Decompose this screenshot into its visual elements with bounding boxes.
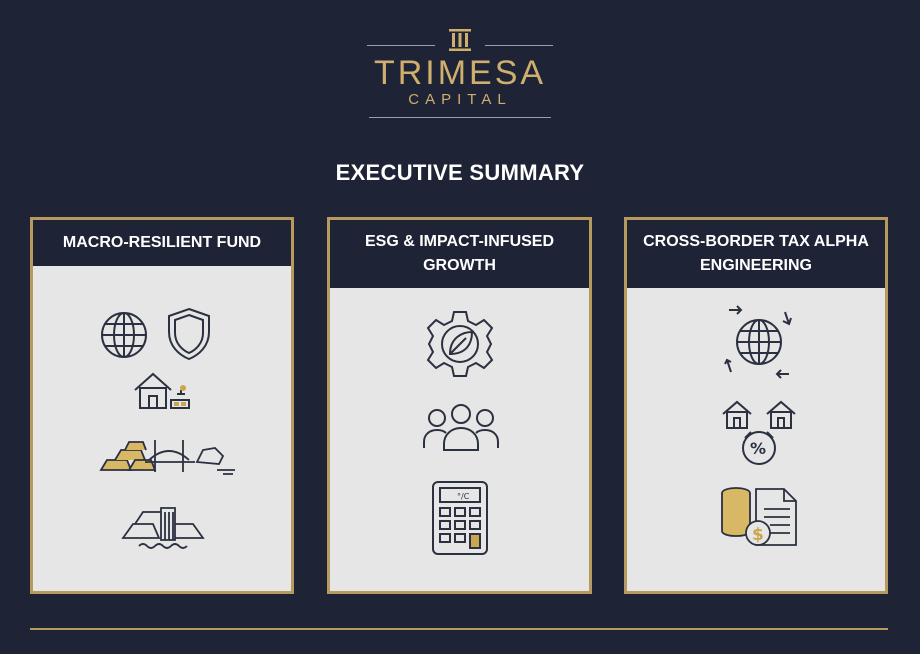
footer-rule [30,628,888,630]
waterfall-gold-icon [121,507,205,549]
gold-bars-icon [99,440,235,475]
page-title: EXECUTIVE SUMMARY [335,160,585,185]
card-macro-resilient-fund: MACRO-RESILIENT FUND [30,217,294,594]
pillar-columns-icon [449,29,471,51]
people-group-icon [423,404,499,451]
logo-subname: CAPITAL [408,91,512,108]
logo-rule-bottom [369,117,551,118]
logo-mark [365,22,555,52]
houses-icon: % [722,400,796,465]
calculator-icon: °/C [432,481,488,555]
logo: TRIMESA CAPITAL [0,22,920,118]
logo-rule-right [485,45,553,46]
card-esg-impact-growth: ESG & IMPACT-INFUSED GROWTH °/C [327,217,592,594]
leaf-gear-icon [426,311,494,377]
svg-text:$: $ [752,525,764,545]
bridge-icon [145,440,195,472]
coins-icon: $ [721,487,797,546]
card-heading: CROSS-BORDER TAX ALPHA ENGINEERING [627,220,885,288]
card-heading: ESG & IMPACT-INFUSED GROWTH [330,220,589,288]
globe-arrows-icon [724,305,792,379]
svg-text:°/C: °/C [457,492,470,501]
globe-icon [101,312,147,358]
rock-icon [195,447,235,475]
card-cross-border-tax-alpha: CROSS-BORDER TAX ALPHA ENGINEERING % [624,217,888,594]
logo-name: TRIMESA [373,54,547,92]
card-heading: MACRO-RESILIENT FUND [33,220,291,266]
logo-rule-left [367,45,435,46]
svg-text:%: % [750,439,766,458]
house-icon [134,372,190,409]
shield-icon [168,307,210,361]
percent-icon [742,431,776,465]
